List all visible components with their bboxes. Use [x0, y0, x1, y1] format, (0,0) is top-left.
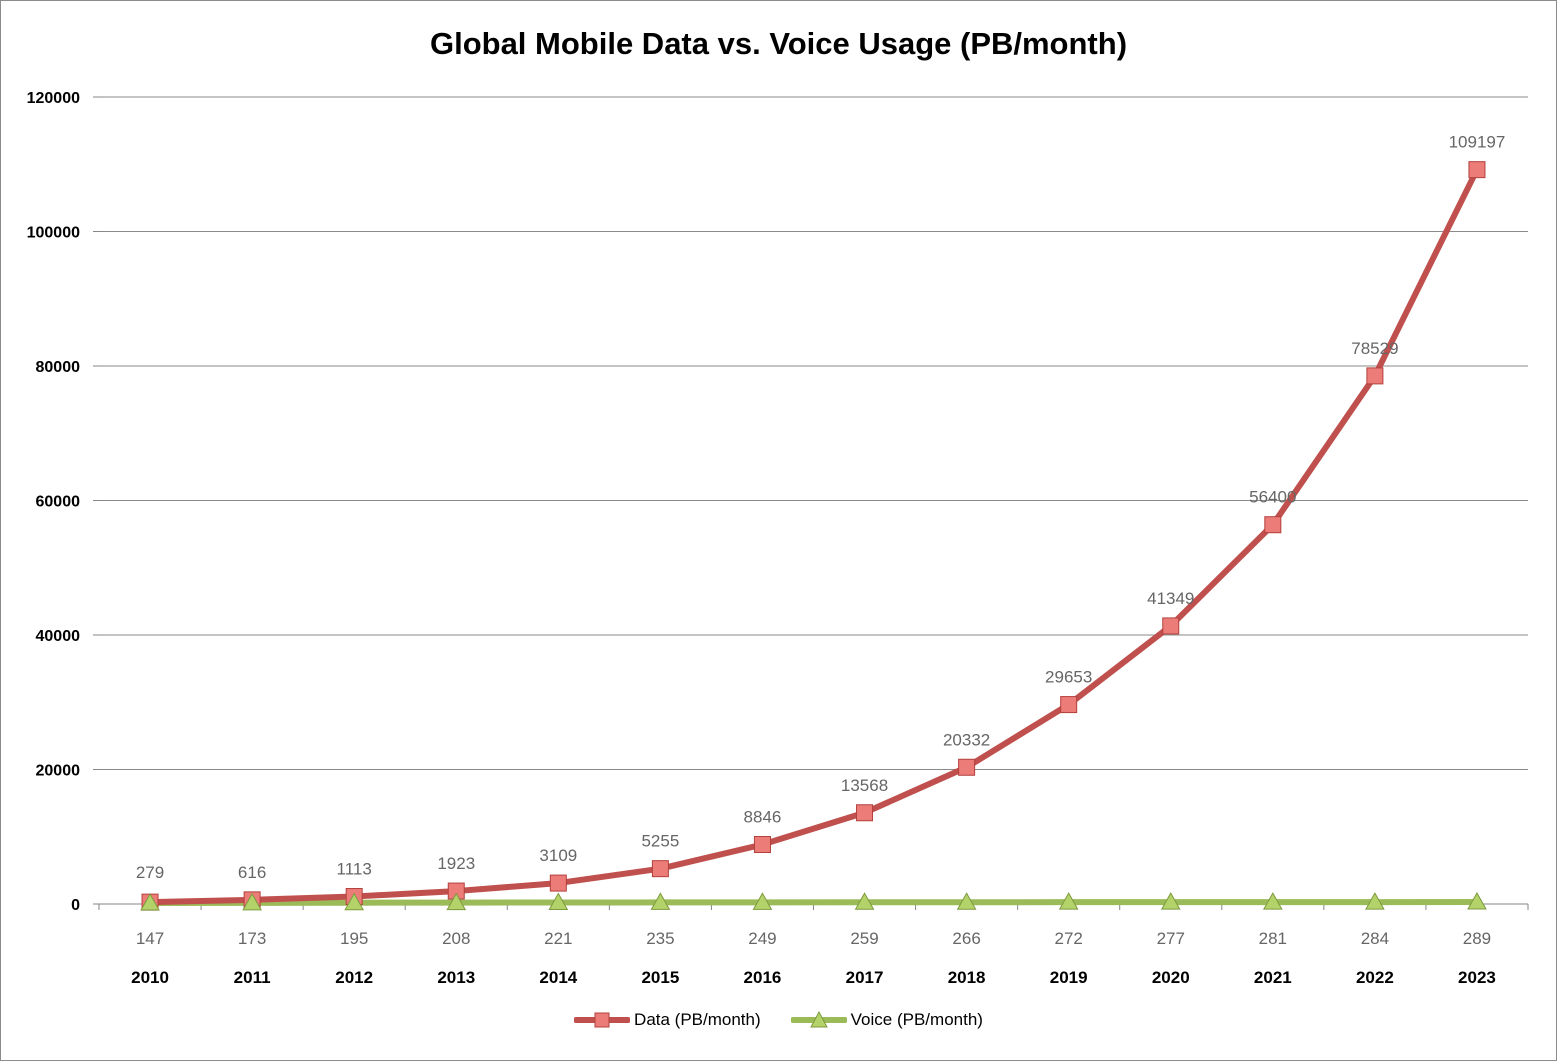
x-tick-label-2010: 2010 [131, 968, 169, 987]
voice-label-2010: 147 [136, 929, 164, 948]
voice-point-2020 [1160, 892, 1181, 910]
voice-label-2021: 281 [1259, 929, 1287, 948]
chart-title: Global Mobile Data vs. Voice Usage (PB/m… [429, 26, 1128, 61]
data-label-2018: 20332 [943, 730, 990, 749]
x-tick-label-2016: 2016 [744, 968, 782, 987]
x-tick-label-2014: 2014 [539, 968, 577, 987]
data-point-2020 [1162, 617, 1180, 635]
data-label-2014: 3109 [539, 846, 577, 865]
voice-point-2014 [548, 892, 569, 911]
voice-label-2011: 173 [238, 929, 266, 948]
voice-point-2011 [242, 892, 262, 911]
data-point-2018 [958, 758, 976, 776]
data-point-2016 [753, 836, 771, 854]
voice-label-2022: 284 [1361, 929, 1389, 948]
voice-point-2010 [140, 892, 160, 911]
data-label-2015: 5255 [641, 832, 679, 851]
x-tick-label-2021: 2021 [1254, 968, 1292, 987]
data-label-2021: 56400 [1249, 488, 1296, 507]
chart-legend: Data (PB/month) Voice (PB/month) [0, 1010, 1557, 1030]
voice-point-2018 [956, 892, 977, 910]
voice-label-2023: 289 [1463, 929, 1491, 948]
voice-point-2019 [1058, 892, 1079, 910]
data-label-2022: 78529 [1351, 339, 1398, 358]
data-label-2019: 29653 [1045, 668, 1092, 687]
data-point-2017 [856, 804, 874, 822]
voice-point-2015 [650, 892, 671, 910]
x-tick-label-2011: 2011 [234, 968, 271, 987]
x-tick-label-2012: 2012 [335, 968, 373, 987]
voice-point-2023 [1467, 892, 1487, 910]
x-tick-label-2015: 2015 [641, 968, 679, 987]
y-tick-label-20000: 20000 [36, 763, 81, 780]
data-label-2023: 109197 [1449, 133, 1506, 152]
y-tick-label-60000: 60000 [36, 494, 81, 511]
voice-series-line [147, 899, 1480, 907]
voice-label-2017: 259 [850, 929, 878, 948]
legend-label-data: Data (PB/month) [634, 1010, 761, 1029]
data-label-2013: 1923 [437, 854, 475, 873]
voice-label-2013: 208 [442, 929, 470, 948]
voice-label-2019: 272 [1054, 929, 1082, 948]
data-label-2020: 41349 [1147, 589, 1194, 608]
data-label-2017: 13568 [841, 776, 888, 795]
voice-point-2012 [344, 892, 365, 911]
voice-point-2021 [1262, 892, 1283, 910]
voice-label-2018: 266 [952, 929, 980, 948]
x-tick-label-2023: 2023 [1458, 968, 1496, 987]
voice-label-2012: 195 [340, 929, 368, 948]
voice-label-2014: 221 [544, 929, 572, 948]
data-label-2016: 8846 [744, 808, 782, 827]
voice-label-2015: 235 [646, 929, 674, 948]
voice-label-2016: 249 [748, 929, 776, 948]
y-tick-label-80000: 80000 [36, 359, 81, 376]
voice-label-2020: 277 [1157, 929, 1185, 948]
x-tick-label-2020: 2020 [1152, 968, 1190, 987]
data-series-line [147, 166, 1480, 906]
data-point-2023 [1468, 161, 1486, 179]
voice-point-2017 [854, 892, 875, 910]
y-tick-label-40000: 40000 [36, 628, 81, 645]
legend-swatch-voice [790, 1010, 847, 1028]
y-tick-label-0: 0 [71, 897, 80, 914]
legend-item-data: Data (PB/month) [574, 1010, 761, 1030]
data-point-2014 [549, 874, 567, 892]
x-tick-label-2013: 2013 [437, 968, 475, 987]
data-label-2011: 616 [238, 863, 266, 882]
voice-point-2013 [446, 892, 467, 911]
data-point-2019 [1060, 696, 1078, 714]
x-tick-label-2017: 2017 [846, 968, 884, 987]
legend-swatch-data [574, 1012, 631, 1028]
y-tick-label-120000: 120000 [27, 90, 80, 107]
x-tick-label-2018: 2018 [948, 968, 986, 987]
x-tick-label-2019: 2019 [1050, 968, 1088, 987]
data-point-2015 [651, 860, 669, 878]
data-label-2012: 1113 [337, 860, 372, 879]
voice-point-2022 [1365, 892, 1385, 910]
legend-label-voice: Voice (PB/month) [850, 1010, 983, 1029]
y-tick-label-100000: 100000 [27, 225, 80, 242]
data-label-2010: 279 [136, 863, 164, 882]
x-tick-label-2022: 2022 [1356, 968, 1394, 987]
voice-point-2016 [752, 892, 773, 910]
data-point-2021 [1264, 516, 1282, 534]
data-point-2022 [1366, 367, 1384, 385]
legend-item-voice: Voice (PB/month) [790, 1010, 983, 1030]
